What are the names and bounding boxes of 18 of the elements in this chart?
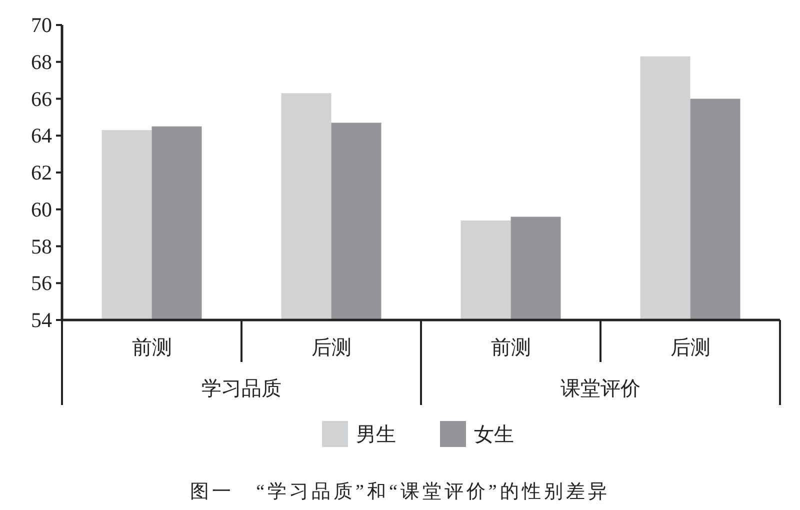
y-tick-label: 62	[31, 160, 52, 184]
x-tick-label: 后测	[670, 337, 710, 359]
legend-label: 女生	[474, 424, 514, 446]
text: 学习品质	[202, 378, 282, 400]
y-tick-label: 68	[31, 50, 52, 74]
y-tick-label: 54	[31, 308, 52, 332]
y-tick-label: 56	[31, 271, 52, 296]
y-tick-label: 66	[31, 86, 52, 111]
y-tick-label: 70	[31, 13, 52, 37]
x-tick-label: 前测	[132, 337, 172, 359]
text: 图一 “学习品质”和“课堂评价”的性别差异	[190, 482, 610, 502]
x-tick-label: 前测	[490, 337, 531, 359]
x-tick-label: 后测	[311, 337, 352, 359]
legend-label: 男生	[356, 424, 396, 446]
text: 课堂评价	[560, 378, 640, 400]
y-tick-label: 60	[31, 197, 52, 222]
y-tick-label: 64	[31, 124, 52, 148]
y-tick-label: 58	[31, 234, 52, 258]
